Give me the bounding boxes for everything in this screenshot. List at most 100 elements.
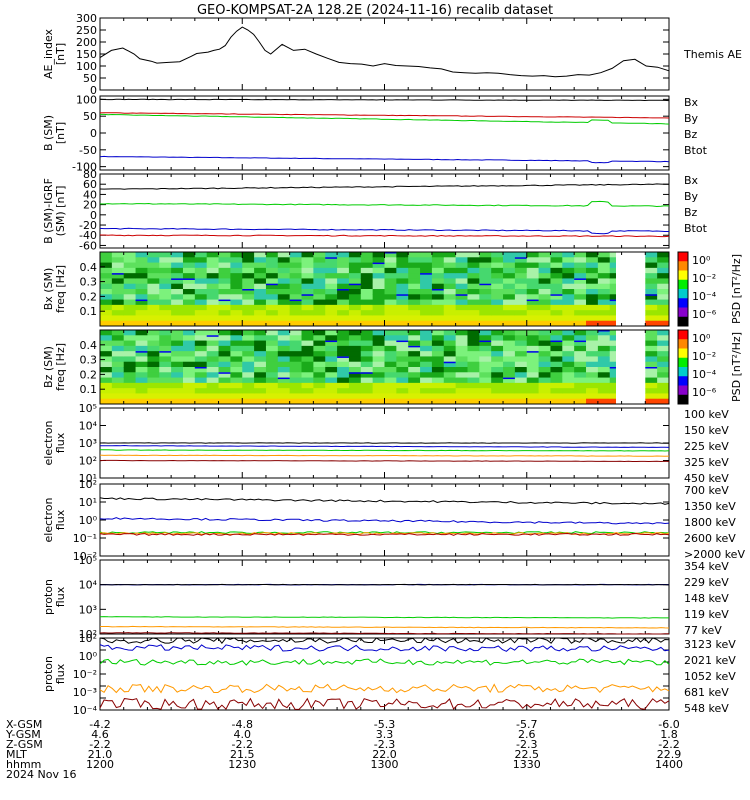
heatmap-cell [111,273,125,275]
heatmap-cell [100,299,113,306]
heatmap-cell [242,330,255,336]
heatmap-cell [254,299,267,306]
heatmap-cell [123,340,137,347]
colorbar-segment [678,307,688,318]
heatmap-cell [171,294,184,301]
heatmap-cell [372,252,385,258]
heatmap-cell [218,345,231,352]
heatmap-cell [337,315,350,322]
y-axis-label: proton [42,656,55,692]
legend-entry: 450 keV [684,472,729,485]
heatmap-cell [562,340,575,347]
heatmap-cell [514,257,528,259]
heatmap-cell [348,294,362,301]
heatmap-cell [277,388,291,394]
heatmap-cell [372,262,385,265]
heatmap-cell [254,310,267,316]
heatmap-cell [657,257,670,264]
heatmap-cell [396,267,409,274]
heatmap-cell [265,361,279,368]
heatmap-cell [218,398,231,405]
heatmap-cell [230,340,243,347]
heatmap-cell [467,361,480,368]
heatmap-cell [194,351,208,357]
legend-entry: Themis AE [683,48,742,61]
heatmap-cell [159,367,172,373]
heatmap-cell [396,252,409,258]
heatmap-cell [254,315,267,322]
heatmap-cell [491,252,504,258]
heatmap-cell [467,315,480,322]
heatmap-cell [420,361,433,368]
heatmap-cell [396,315,409,322]
heatmap-cell [443,372,457,379]
heatmap-cell [550,335,563,342]
heatmap-cell [147,393,160,400]
heatmap-cell [574,283,587,290]
heatmap-cell [194,345,208,352]
heatmap-cell [147,356,160,363]
heatmap-cell [159,252,172,258]
heatmap-cell [443,252,457,258]
heatmap-cell [337,367,350,373]
y-tick-label: 20 [83,199,97,212]
heatmap-cell [408,267,421,274]
heatmap-cell [360,320,374,327]
heatmap-cell [503,262,516,269]
heatmap-cell [372,267,385,274]
heatmap-cell [171,278,184,280]
heatmap-cell [313,267,326,274]
heatmap-cell [574,367,587,373]
heatmap-cell [372,330,385,336]
heatmap-cell [479,356,492,363]
heatmap-cell [550,267,563,274]
heatmap-cell [348,252,362,258]
heatmap-cell [562,356,575,363]
heatmap-cell [396,278,409,285]
heatmap-cell [265,310,279,316]
heatmap-cell [574,252,587,258]
heatmap-cell [289,393,303,400]
heatmap-cell [443,367,457,373]
heatmap-cell [574,320,587,327]
heatmap-cell [171,283,184,290]
heatmap-cell [538,340,551,347]
heatmap-cell [491,278,504,285]
heatmap-cell [420,257,433,264]
heatmap-cell [645,351,658,357]
heatmap-cell [597,367,611,373]
series-line [99,637,670,645]
heatmap-cell [467,340,480,347]
heatmap-cell [455,304,468,311]
heatmap-cell [526,382,540,389]
heatmap-cell [538,304,551,311]
heatmap-cell [467,299,480,306]
colorbar-segment [678,339,688,349]
heatmap-cell [491,351,504,357]
heatmap-cell [550,372,563,379]
heatmap-cell [265,283,279,290]
heatmap-cell [337,398,350,405]
heatmap-cell [277,315,291,322]
heatmap-cell [526,398,540,405]
heatmap-cell [467,351,480,357]
heatmap-cell [372,351,385,357]
heatmap-cell [159,361,172,368]
heatmap-cell [242,278,255,285]
heatmap-cell [609,335,623,342]
heatmap-cell [265,289,279,295]
heatmap-cell [325,367,338,373]
heatmap-cell [491,398,504,405]
heatmap-cell [443,361,457,364]
heatmap-cell [206,262,220,269]
heatmap-cell [194,393,208,400]
heatmap-cell [100,283,113,290]
heatmap-cell [301,356,314,363]
heatmap-cell [597,310,611,316]
heatmap-cell [348,367,362,373]
heatmap-cell [337,372,350,379]
heatmap-cell [301,398,314,405]
heatmap-cell [503,257,516,264]
heatmap-cell [609,267,623,274]
heatmap-cell [254,320,267,327]
